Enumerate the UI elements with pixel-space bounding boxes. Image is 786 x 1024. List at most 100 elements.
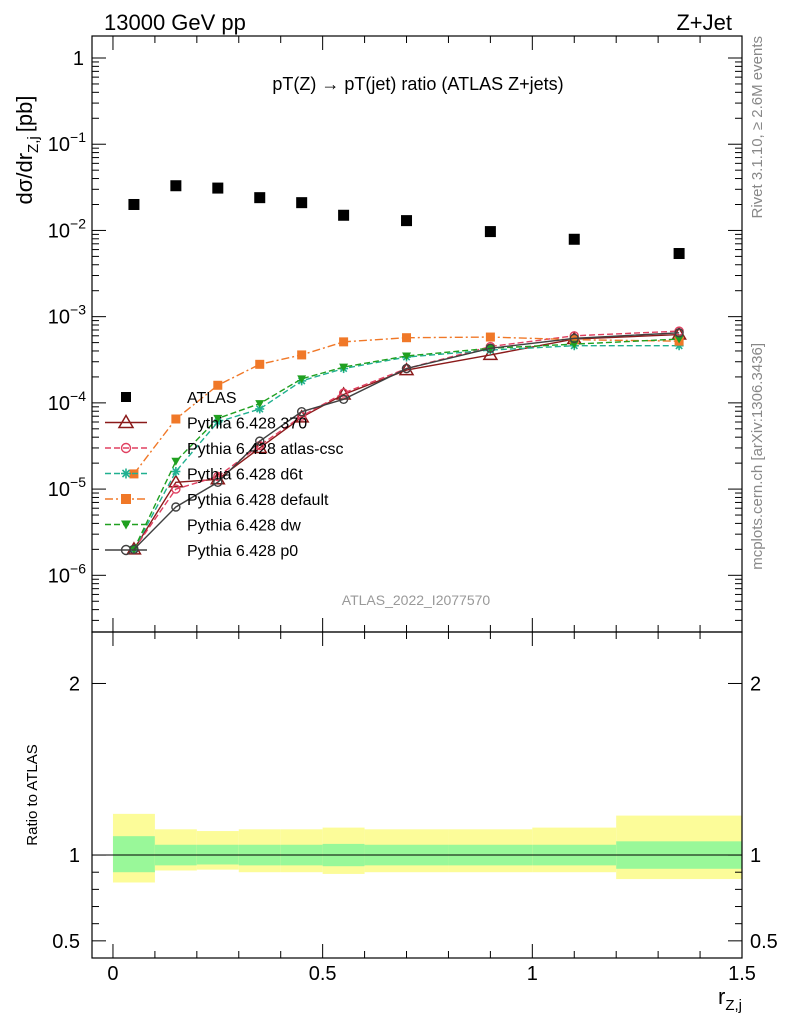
legend-label: Pythia 6.428 dw (187, 518, 301, 535)
y-tick-base: 10 (48, 307, 70, 329)
data-point (128, 198, 140, 210)
y-tick-label: 1 (73, 48, 84, 70)
legend-label: Pythia 6.428 atlas-csc (187, 441, 344, 458)
data-point (402, 352, 412, 361)
y-tick-base: 10 (48, 479, 70, 501)
data-point (569, 335, 579, 345)
y-tick-exp: −2 (70, 215, 86, 231)
y-axis-label-unit: [pb] (12, 96, 37, 133)
ratio-y-tick-label-right: 1 (750, 845, 761, 867)
data-point (171, 502, 181, 512)
y-axis-label-sub: Z,j (25, 136, 42, 153)
data-point (673, 248, 685, 260)
legend-label: Pythia 6.428 p0 (187, 543, 298, 560)
y-tick-label: 10−4 (48, 388, 86, 415)
data-point (171, 414, 181, 424)
legend-label: Pythia 6.428 default (187, 492, 329, 509)
data-point (168, 474, 184, 488)
legend-item: Pythia 6.428 dw (105, 518, 301, 535)
data-point (213, 414, 223, 423)
ratio-y-tick-label: 1 (69, 845, 80, 867)
data-point (569, 340, 579, 349)
ratio-y-tick-label: 2 (69, 673, 80, 695)
data-point (339, 363, 349, 372)
legend-marker (121, 494, 131, 504)
y-tick-exp: −6 (70, 560, 86, 576)
legend: ATLAS Pythia 6.428 370 Pythia 6.428 atlas-… (105, 390, 344, 560)
y-tick-label: 10−2 (48, 215, 86, 242)
data-point (401, 363, 412, 374)
data-point (569, 333, 579, 344)
star-stroke (172, 467, 180, 476)
analysis-id: ATLAS_2022_I2077570 (342, 592, 491, 608)
legend-item: Pythia 6.428 atlas-csc (105, 441, 344, 458)
legend-marker (121, 520, 131, 530)
data-point (170, 180, 182, 192)
legend-marker (121, 392, 131, 402)
legend-marker (121, 468, 131, 479)
y-tick-label: 10−6 (48, 560, 86, 587)
y-tick-label: 10−3 (48, 302, 86, 329)
process-label: Z+Jet (676, 10, 732, 35)
y-tick-exp: −3 (70, 302, 86, 318)
data-point (213, 477, 223, 487)
x-tick-label: 0.5 (309, 963, 337, 985)
data-point (293, 409, 310, 423)
series-line (133, 345, 680, 550)
ratio-y-tick-label: 0.5 (52, 931, 80, 953)
series-line (133, 338, 680, 550)
legend-item: ATLAS (121, 390, 237, 407)
main-panel: 110−110−210−310−410−510−6dσ/drZ,j[pb]pT(… (12, 35, 743, 633)
x-tick-label: 1 (527, 963, 538, 985)
legend-marker (120, 442, 132, 454)
data-point (338, 388, 349, 398)
rivet-label: Rivet 3.1.10, ≥ 2.6M events (749, 36, 766, 219)
data-point (171, 466, 181, 476)
x-tick-label: 1.5 (728, 963, 756, 985)
y-tick-label: 10−1 (48, 129, 86, 156)
data-point (339, 337, 349, 347)
series-0 (128, 180, 685, 260)
series-line (133, 330, 680, 550)
star-stroke (255, 405, 264, 413)
y-axis-label-main: dσ/dr (12, 153, 37, 205)
data-point (568, 233, 580, 245)
data-point (255, 436, 265, 446)
data-point (338, 394, 349, 405)
y-tick-label: 10−5 (48, 474, 86, 501)
data-point (297, 375, 307, 384)
data-point (213, 471, 223, 482)
data-point (297, 350, 307, 360)
data-point (401, 215, 413, 227)
legend-label: ATLAS (187, 390, 237, 407)
legend-item: Pythia 6.428 p0 (105, 543, 298, 560)
ratio-panel: 0.5 0.5 1 1 2 2 0 0.5 1 1.5 Ratio to ATLAS rZ,j (24, 631, 778, 1014)
legend-label: Pythia 6.428 370 (187, 416, 307, 433)
chart-title: pT(Z) → pT(jet) ratio (ATLAS Z+jets) (272, 74, 563, 94)
data-point (171, 484, 181, 494)
y-tick-base: 10 (48, 220, 70, 242)
legend-item: Pythia 6.428 default (105, 492, 329, 509)
y-tick-exp: −1 (70, 129, 86, 145)
ratio-y-tick-label-right: 0.5 (750, 931, 778, 953)
data-point (255, 359, 265, 369)
data-point (296, 197, 308, 209)
data-point (212, 182, 224, 194)
legend-item: Pythia 6.428 d6t (105, 467, 303, 484)
legend-marker (117, 414, 135, 429)
series-5 (129, 335, 684, 554)
ratio-y-axis-label: Ratio to ATLAS (24, 744, 41, 845)
x-axis-label: rZ,j (718, 984, 742, 1014)
ratio-inner-band (112, 836, 155, 873)
legend-label: Pythia 6.428 d6t (187, 467, 303, 484)
data-point (484, 226, 496, 238)
y-tick-exp: −4 (70, 388, 86, 404)
y-tick-base: 10 (48, 565, 70, 587)
data-point (485, 332, 495, 342)
y-tick-base: 10 (48, 134, 70, 156)
y-tick-base: 10 (48, 393, 70, 415)
data-point (213, 380, 223, 390)
data-point (402, 333, 412, 343)
y-axis-label: dσ/drZ,j [pb] (12, 96, 42, 205)
